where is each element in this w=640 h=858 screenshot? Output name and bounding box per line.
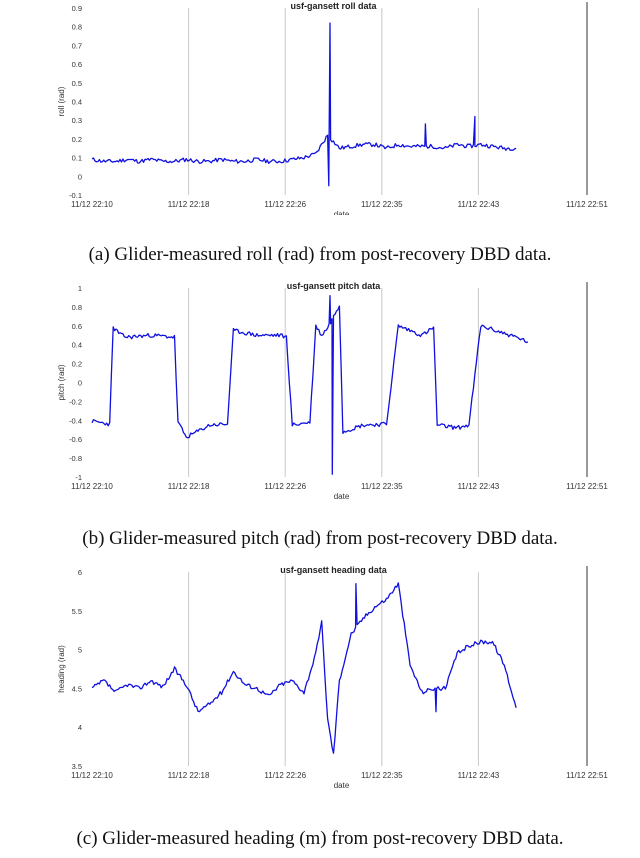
chart-title: usf-gansett pitch data (287, 281, 382, 291)
x-tick-label: 11/12 22:10 (71, 771, 113, 780)
x-tick-label: 11/12 22:43 (458, 482, 500, 491)
heading-chart-panel: usf-gansett heading data 11/12 22:10 11/12… (0, 560, 640, 858)
y-tick-label: 0.1 (72, 154, 82, 163)
y-tick-label: 1 (78, 284, 82, 293)
heading-chart: usf-gansett heading data 11/12 22:10 11/12… (57, 565, 608, 790)
y-tick-label: 0 (78, 379, 82, 388)
pitch-chart: usf-gansett pitch data 11/12 22:10 11/12 2… (57, 281, 608, 500)
pitch-chart-panel: usf-gansett pitch data 11/12 22:10 11/12 2… (0, 280, 640, 565)
y-axis-label: heading (rad) (57, 645, 66, 693)
x-tick-label: 11/12 22:18 (168, 200, 210, 209)
x-tick-label: 11/12 22:43 (458, 771, 500, 780)
x-tick-label: 11/12 22:26 (264, 200, 306, 209)
x-tick-label: 11/12 22:18 (168, 771, 210, 780)
y-tick-label: -0.1 (69, 191, 82, 200)
y-tick-label: -0.6 (69, 435, 82, 444)
x-tick-label: 11/12 22:35 (361, 771, 403, 780)
y-axis-label: pitch (rad) (57, 364, 66, 400)
y-tick-label: 0.9 (72, 4, 82, 13)
x-axis-label: date (334, 492, 350, 500)
x-tick-label: 11/12 22:51 (566, 771, 608, 780)
y-tick-label: 0.2 (72, 360, 82, 369)
x-tick-label: 11/12 22:26 (264, 482, 306, 491)
y-tick-label: 0.6 (72, 60, 82, 69)
data-series-line (91, 294, 529, 475)
x-tick-label: 11/12 22:51 (566, 200, 608, 209)
y-tick-label: 5 (78, 646, 82, 655)
x-axis-label: date (334, 781, 350, 790)
chart-title: usf-gansett heading data (280, 565, 388, 575)
y-tick-label: 0.3 (72, 116, 82, 125)
roll-caption: (a) Glider-measured roll (rad) from post… (88, 244, 552, 265)
data-series-line (91, 22, 517, 187)
y-tick-label: 0.5 (72, 79, 82, 88)
y-tick-label: -0.4 (69, 416, 82, 425)
y-tick-label: 0 (78, 172, 82, 181)
chart-title: usf-gansett roll data (290, 1, 377, 11)
heading-caption: (c) Glider-measured heading (m) from pos… (76, 828, 564, 849)
x-tick-label: 11/12 22:35 (361, 482, 403, 491)
y-tick-label: 0.2 (72, 135, 82, 144)
x-tick-label: 11/12 22:10 (71, 200, 113, 209)
roll-chart-panel: usf-gansett roll data 11/12 22:10 11/12 22… (0, 0, 640, 265)
y-tick-label: -0.2 (69, 397, 82, 406)
y-tick-label: 4.5 (72, 684, 82, 693)
y-tick-label: 0.6 (72, 322, 82, 331)
data-series-line (91, 582, 517, 754)
y-tick-label: 0.4 (72, 341, 82, 350)
x-tick-label: 11/12 22:35 (361, 200, 403, 209)
x-tick-label: 11/12 22:43 (458, 200, 500, 209)
y-tick-label: -1 (75, 473, 82, 482)
pitch-caption: (b) Glider-measured pitch (rad) from pos… (82, 528, 558, 549)
x-tick-label: 11/12 22:26 (264, 771, 306, 780)
y-tick-label: 0.8 (72, 23, 82, 32)
roll-chart: usf-gansett roll data 11/12 22:10 11/12 22… (57, 1, 608, 215)
y-axis-label: roll (rad) (57, 86, 66, 116)
x-tick-label: 11/12 22:51 (566, 482, 608, 491)
y-tick-label: -0.8 (69, 454, 82, 463)
y-tick-label: 6 (78, 568, 82, 577)
x-tick-label: 11/12 22:18 (168, 482, 210, 491)
y-tick-label: 3.5 (72, 762, 82, 771)
y-tick-label: 0.7 (72, 41, 82, 50)
x-axis-label: date (334, 210, 350, 215)
x-tick-label: 11/12 22:10 (71, 482, 113, 491)
y-tick-label: 0.4 (72, 98, 82, 107)
y-tick-label: 0.8 (72, 303, 82, 312)
y-tick-label: 4 (78, 723, 82, 732)
y-tick-label: 5.5 (72, 607, 82, 616)
